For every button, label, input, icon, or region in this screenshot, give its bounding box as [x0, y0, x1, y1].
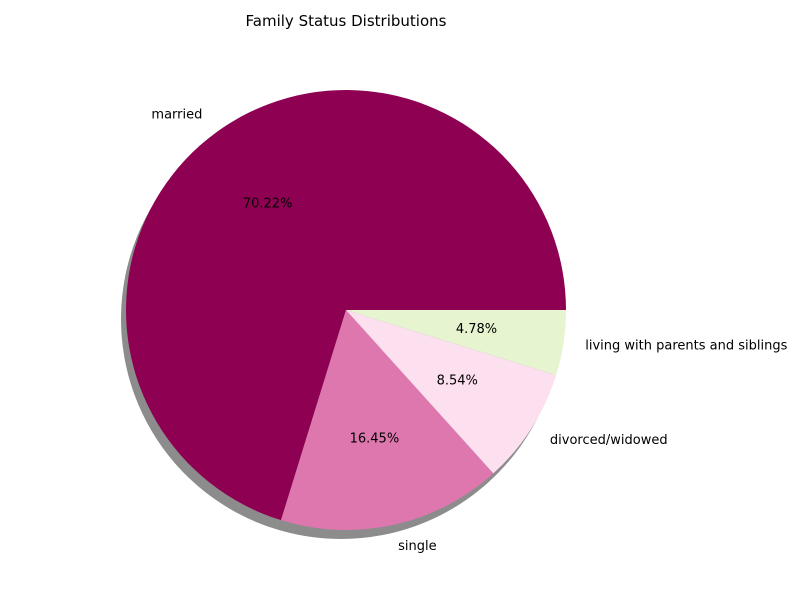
- pie-labels: married 70.22% single 16.45% divorced/widowe…: [151, 108, 787, 554]
- slice-label-married: married: [151, 108, 202, 123]
- slice-label-living-with-parents-and-siblings: living with parents and siblings: [585, 339, 787, 354]
- pie-slice-living-with-parents-and-siblings: [346, 310, 566, 376]
- slice-pct-label-married: 70.22%: [243, 196, 293, 211]
- pie-slices: [125, 89, 566, 530]
- slice-label-divorced-widowed: divorced/widowed: [550, 433, 668, 448]
- pie-slice-single: [281, 310, 494, 530]
- slice-pct-label-living-with-parents-and-siblings: 4.78%: [456, 322, 497, 337]
- chart-title: Family Status Distributions: [245, 12, 447, 30]
- slice-pct-label-single: 16.45%: [350, 431, 400, 446]
- pie-slice-divorced-widowed: [346, 310, 557, 474]
- slice-pct-label-divorced-widowed: 8.54%: [437, 374, 478, 389]
- pie-slice-married: [125, 89, 566, 521]
- slice-label-single: single: [398, 539, 437, 554]
